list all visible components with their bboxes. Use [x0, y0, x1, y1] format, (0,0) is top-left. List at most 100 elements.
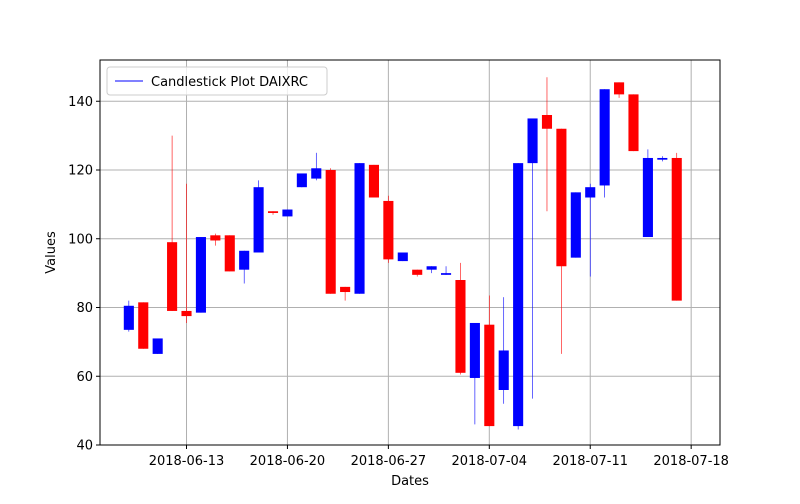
candle — [181, 183, 192, 323]
candle-body — [181, 310, 192, 317]
candle — [541, 77, 553, 212]
candle — [253, 180, 264, 253]
candle-body — [527, 118, 538, 164]
candle-body — [614, 82, 625, 95]
candle-body — [671, 157, 682, 301]
candle-body — [282, 209, 293, 217]
y-tick-label: 80 — [76, 301, 93, 316]
candle — [498, 297, 509, 404]
y-tick-label: 60 — [76, 370, 93, 385]
x-tick-label: 2018-07-04 — [452, 454, 528, 469]
candle-body — [296, 173, 307, 188]
candle-body — [642, 157, 653, 238]
candle-body — [556, 128, 567, 267]
candle-body — [195, 237, 206, 313]
candle — [340, 286, 351, 301]
candle — [527, 118, 538, 399]
candle-body — [340, 286, 351, 293]
y-tick-label: 40 — [76, 439, 93, 454]
candle-body — [123, 305, 134, 330]
candle-body — [239, 250, 250, 270]
candle — [614, 82, 625, 98]
candle — [455, 262, 466, 375]
candles — [123, 77, 682, 430]
candle — [657, 156, 668, 162]
candle-body — [484, 324, 495, 427]
candle-body — [469, 322, 480, 378]
candle — [469, 322, 480, 425]
ticks: 40 60 80 100 120 140 2018-06-13 2018-06-20 2018-… — [68, 95, 729, 469]
x-tick-label: 2018-06-13 — [149, 454, 225, 469]
candle — [426, 266, 437, 274]
candle — [282, 209, 293, 217]
candle — [152, 338, 163, 354]
candle — [642, 149, 653, 238]
candle-body — [138, 302, 149, 349]
candle-body — [628, 94, 639, 152]
y-tick-label: 140 — [68, 95, 93, 110]
candle — [412, 269, 423, 277]
candle — [368, 164, 379, 198]
y-axis-label: Values — [44, 231, 59, 274]
candle — [513, 163, 524, 430]
candle-body — [167, 242, 178, 311]
candle — [556, 128, 567, 354]
candle-body — [354, 163, 365, 294]
candle — [267, 211, 279, 215]
candle-body — [513, 163, 524, 427]
candle-body — [325, 170, 336, 294]
candle-body — [455, 280, 466, 373]
candle — [628, 94, 639, 152]
candle-body — [210, 235, 221, 241]
candle — [296, 173, 307, 188]
candle-body — [426, 266, 437, 270]
candle-body — [311, 168, 322, 179]
candle — [484, 295, 495, 427]
candle — [195, 237, 206, 313]
candle — [167, 135, 178, 311]
legend: Candlestick Plot DAIXRC — [106, 66, 328, 96]
axes-frame — [99, 59, 721, 446]
candle — [123, 300, 134, 332]
candle-body — [585, 187, 596, 198]
candle — [354, 163, 365, 294]
x-tick-label: 2018-07-18 — [653, 454, 729, 469]
candle — [210, 233, 221, 246]
candle-body — [498, 350, 509, 390]
candle-body — [152, 338, 163, 354]
candle-body — [412, 269, 423, 275]
y-tick-label: 120 — [68, 164, 93, 179]
candle — [671, 152, 682, 301]
candle — [599, 89, 610, 198]
candle — [325, 168, 336, 294]
candle-body — [397, 252, 408, 262]
x-tick-label: 2018-06-27 — [351, 454, 427, 469]
candle — [441, 266, 452, 275]
candle-body — [253, 187, 264, 253]
candle-body — [224, 235, 235, 272]
legend-box — [106, 66, 328, 96]
x-tick-label: 2018-07-11 — [552, 454, 628, 469]
candle-body — [541, 115, 553, 129]
candle-body — [383, 200, 394, 260]
candle — [585, 183, 596, 277]
candle-body — [657, 157, 668, 160]
candle-body — [267, 211, 279, 213]
candle-body — [570, 192, 581, 258]
candle-body — [599, 89, 610, 186]
candle — [397, 252, 408, 262]
candle-body — [441, 273, 452, 275]
candle — [138, 302, 149, 349]
candle-body — [368, 164, 379, 198]
legend-entry: Candlestick Plot DAIXRC — [151, 75, 308, 90]
candle — [239, 250, 250, 284]
x-axis-label: Dates — [391, 474, 429, 489]
candle — [311, 152, 322, 181]
candle — [383, 195, 394, 263]
candle — [570, 192, 581, 258]
y-tick-label: 100 — [68, 232, 93, 247]
candle — [224, 235, 235, 272]
x-tick-label: 2018-06-20 — [250, 454, 326, 469]
